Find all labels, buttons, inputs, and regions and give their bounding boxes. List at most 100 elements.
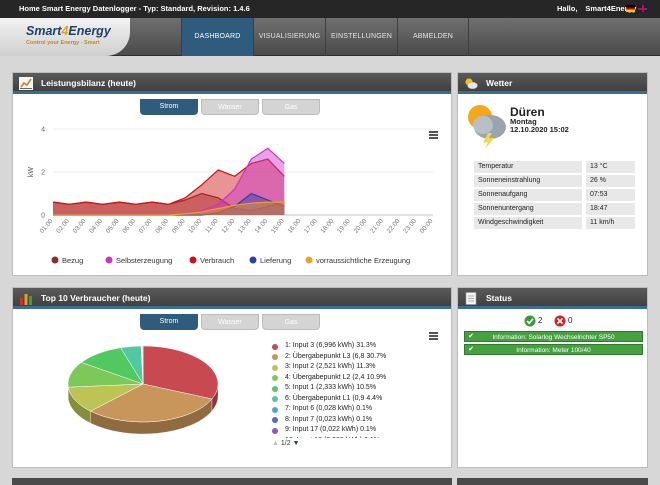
legend-dot <box>272 406 278 413</box>
series-area <box>53 159 285 215</box>
y-tick-label: 0 <box>41 213 45 220</box>
status-header: Status <box>458 288 647 309</box>
series-area <box>53 148 285 215</box>
greeting-text: Hallo, <box>557 4 578 13</box>
x-tick-label: 01:00 <box>39 218 55 235</box>
document-icon <box>465 292 477 305</box>
legend-label: 10: Input 13 (0,022 kWh) 0.1% <box>285 437 380 439</box>
tab-wasser[interactable]: Wasser <box>201 314 259 330</box>
x-tick-label: 10:00 <box>187 218 203 235</box>
tab-wasser[interactable]: Wasser <box>201 99 259 115</box>
weather-key: Sonneneinstrahlung <box>474 175 582 187</box>
wetter-panel: Wetter Düren Montag 12.10.2020 15:02 Tem… <box>457 72 648 276</box>
x-tick-label: 12:00 <box>220 218 236 235</box>
pie-slice <box>142 345 219 400</box>
weather-value: 18:47 <box>586 203 635 215</box>
tab-gas[interactable]: Gas <box>262 314 320 330</box>
status-message-text: Information: Solarlog Wechselrichter SP5… <box>492 334 615 341</box>
x-tick-label: 02:00 <box>55 218 71 235</box>
legend-item[interactable]: 7: Input 6 (0,028 kWh) 0.1% <box>272 404 452 415</box>
top-bar: Home Smart Energy Datenlogger - Typ: Sta… <box>0 0 660 18</box>
legend-label: Selbsterzeugung <box>116 256 172 265</box>
weather-key: Windgeschwindigkeit <box>474 217 582 229</box>
y-tick-label: 4 <box>41 127 45 134</box>
weather-row: Sonnenaufgang 07:53 <box>474 189 635 201</box>
legend-item[interactable]: 10: Input 13 (0,022 kWh) 0.1% <box>272 436 452 439</box>
pager-up-icon[interactable]: ▲ <box>272 440 279 447</box>
top10-legend: 1: Input 3 (6,996 kWh) 31.3% 2: Übergabep… <box>272 341 452 438</box>
x-tick-label: 03:00 <box>72 218 88 235</box>
x-tick-label: 13:00 <box>237 218 253 235</box>
logo[interactable]: Smart4Energy Control your Energy - Smart <box>0 18 130 56</box>
weather-table: Temperatur 13 °C Sonneneinstrahlung 26 % S… <box>474 161 635 231</box>
leistungsbilanz-header: Leistungsbilanz (heute) <box>13 73 451 94</box>
x-tick-label: 00:00 <box>419 218 435 235</box>
logo-tagline: Control your Energy - Smart <box>26 40 100 46</box>
series-line <box>53 201 285 216</box>
pager-down-icon[interactable]: ▼ <box>292 440 300 447</box>
legend-label: 3: Input 2 (2,521 kWh) 11.3% <box>285 363 376 370</box>
x-tick-label: 19:00 <box>336 218 352 235</box>
weather-value: 07:53 <box>586 189 635 201</box>
legend-marker <box>189 256 197 264</box>
chart-menu-icon[interactable] <box>429 131 438 139</box>
storm-cloud-icon <box>468 105 506 149</box>
legend-label: 4: Übergabepunkt L2 (2,4 10.9% <box>285 373 387 381</box>
legend-item[interactable]: 1: Input 3 (6,996 kWh) 31.3% <box>272 341 452 352</box>
next-panel-header <box>12 478 452 485</box>
greeting: Hallo, Smart4Energy <box>557 4 636 13</box>
top10-pie-chart <box>67 345 219 435</box>
logo-wordmark: Smart4Energy <box>26 24 111 38</box>
series-line <box>52 158 285 205</box>
tab-strom[interactable]: Strom <box>140 99 198 115</box>
legend-dot <box>272 417 278 423</box>
x-tick-label: 14:00 <box>253 218 269 235</box>
legend-pager[interactable]: ▲ 1/2 ▼ <box>272 440 300 447</box>
legend-item[interactable]: 9: Input 17 (0,022 kWh) 0.1% <box>272 425 452 436</box>
app-title: Home Smart Energy Datenlogger - Typ: Sta… <box>19 4 250 13</box>
nav-abmelden[interactable]: ABMELDEN <box>397 18 469 56</box>
x-tick-label: 08:00 <box>154 218 170 235</box>
x-tick-label: 16:00 <box>287 218 303 235</box>
status-message[interactable]: ✔ Information: Solarlog Wechselrichter SP… <box>464 331 643 342</box>
legend-marker <box>249 256 257 264</box>
legend-label: 6: Übergabepunkt L1 (0,9 4.4% <box>285 394 383 402</box>
username: Smart4Energy <box>585 4 637 13</box>
legend-label: Lieferung <box>260 256 291 265</box>
nav-dashboard[interactable]: DASHBOARD <box>181 18 253 56</box>
weather-icon <box>465 78 478 90</box>
legend-label: 2: Übergabepunkt L3 (6,8 30.7% <box>285 352 387 360</box>
legend-item[interactable]: 8: Input 7 (0,023 kWh) 0.1% <box>272 415 452 426</box>
legend-item[interactable]: 6: Übergabepunkt L1 (0,9 4.4% <box>272 394 452 405</box>
nav-visualisierung[interactable]: VISUALISIERUNG <box>253 18 325 56</box>
german-flag-icon[interactable] <box>626 5 635 12</box>
tab-gas[interactable]: Gas <box>262 99 320 115</box>
x-tick-label: 22:00 <box>386 218 402 235</box>
y-axis-label: kW <box>28 167 35 178</box>
wetter-title: Wetter <box>486 78 513 88</box>
logo-pre: Smart <box>26 24 62 38</box>
x-tick-label: 09:00 <box>171 218 187 235</box>
legend-item[interactable]: 2: Übergabepunkt L3 (6,8 30.7% <box>272 352 452 363</box>
x-tick-label: 15:00 <box>270 218 286 235</box>
weather-row: Windgeschwindigkeit 11 km/h <box>474 217 635 229</box>
legend-dot <box>272 427 278 434</box>
leistungsbilanz-title: Leistungsbilanz (heute) <box>41 78 136 88</box>
legend-item[interactable]: 3: Input 2 (2,521 kWh) 11.3% <box>272 362 452 373</box>
status-message[interactable]: ✔ Information: Meter 100/40 <box>464 344 643 355</box>
wetter-day: Montag <box>510 117 537 126</box>
legend-label: Bezug <box>62 256 83 265</box>
wetter-datetime: 12.10.2020 15:02 <box>510 125 569 134</box>
nav-einstellungen[interactable]: EINSTELLUNGEN <box>325 18 397 56</box>
legend-marker <box>105 256 113 264</box>
uk-flag-icon[interactable] <box>638 5 647 12</box>
logo-num: 4 <box>61 24 69 38</box>
chart-menu-icon[interactable] <box>429 332 438 340</box>
legend-item[interactable]: 5: Input 1 (2,333 kWh) 10.5% <box>272 383 452 394</box>
tab-strom[interactable]: Strom <box>140 314 198 330</box>
top10-title: Top 10 Verbraucher (heute) <box>41 293 151 303</box>
weather-key: Sonnenaufgang <box>474 189 582 201</box>
x-tick-label: 07:00 <box>138 218 154 235</box>
x-tick-label: 21:00 <box>369 218 385 235</box>
legend-item[interactable]: 4: Übergabepunkt L2 (2,4 10.9% <box>272 373 452 384</box>
